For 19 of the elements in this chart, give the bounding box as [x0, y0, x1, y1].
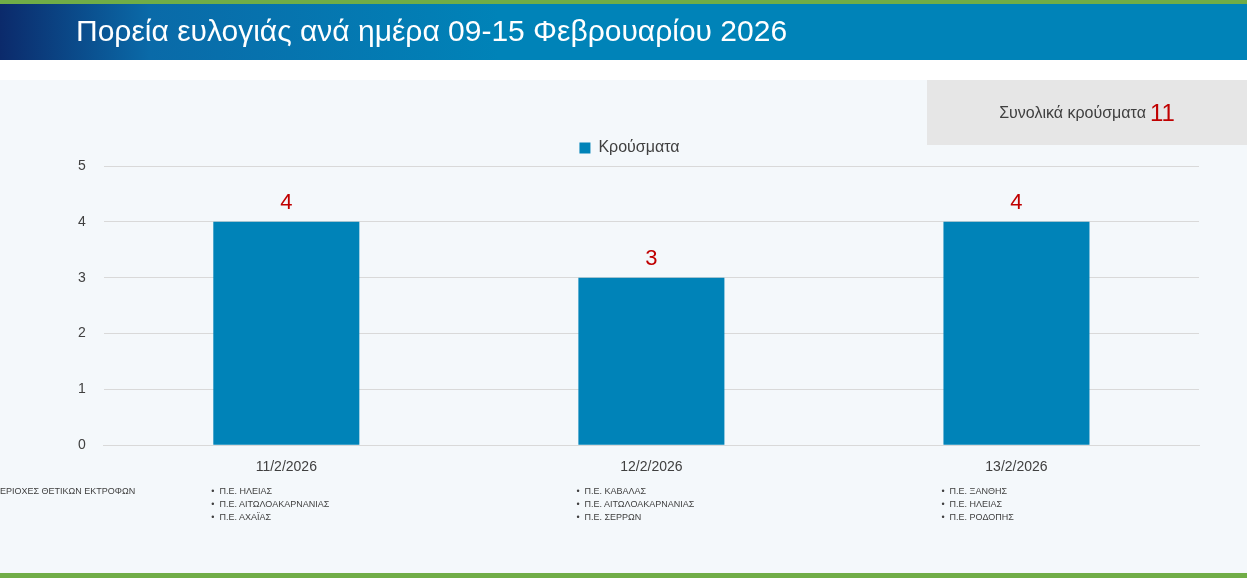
chart-title: Πορεία ευλογιάς ανά ημέρα 09-15 Φεβρουαρίου 2026	[76, 14, 788, 48]
y-tick-label: 1	[77, 380, 86, 397]
y-tick-label: 2	[77, 324, 86, 341]
x-tick-label: 11/2/2026	[255, 458, 318, 475]
text: • Π.Ε. ΞΑΝΘΗΣ • Π.Ε. ΗΛΕΙΑΣ • Π.Ε. ΡΟΔΟΠΗΣ	[941, 485, 1014, 524]
x-tick-label: 13/2/2026	[985, 458, 1048, 475]
y-tick-label: 0	[77, 436, 86, 453]
data-label: 4	[1010, 188, 1023, 214]
y-tick-label: 5	[77, 156, 86, 173]
text: Συνολικά κρούσματα 11	[999, 98, 1175, 127]
text: • Π.Ε. ΚΑΒΑΛΑΣ • Π.Ε. ΑΙΤΩΛΟΑΚΑΡΝΑΝΙΑΣ • Π.Ε. ΣΕΡΡΩΝ	[576, 485, 695, 524]
data-label: 4	[280, 188, 293, 214]
y-tick-label: 4	[77, 212, 86, 229]
data-label: 3	[645, 244, 658, 270]
text: ΕΡΙΟΧΕΣ ΘΕΤΙΚΩΝ ΕΚΤΡΟΦΩΝ	[0, 485, 136, 498]
y-tick-label: 3	[77, 268, 86, 285]
text: • Π.Ε. ΗΛΕΙΑΣ • Π.Ε. ΑΙΤΩΛΟΑΚΑΡΝΑΝΙΑΣ • Π.Ε. ΑΧΑΪΑΣ	[211, 485, 330, 524]
x-tick-label: 12/2/2026	[620, 458, 683, 475]
legend-label: Κρούσματα	[598, 138, 680, 156]
